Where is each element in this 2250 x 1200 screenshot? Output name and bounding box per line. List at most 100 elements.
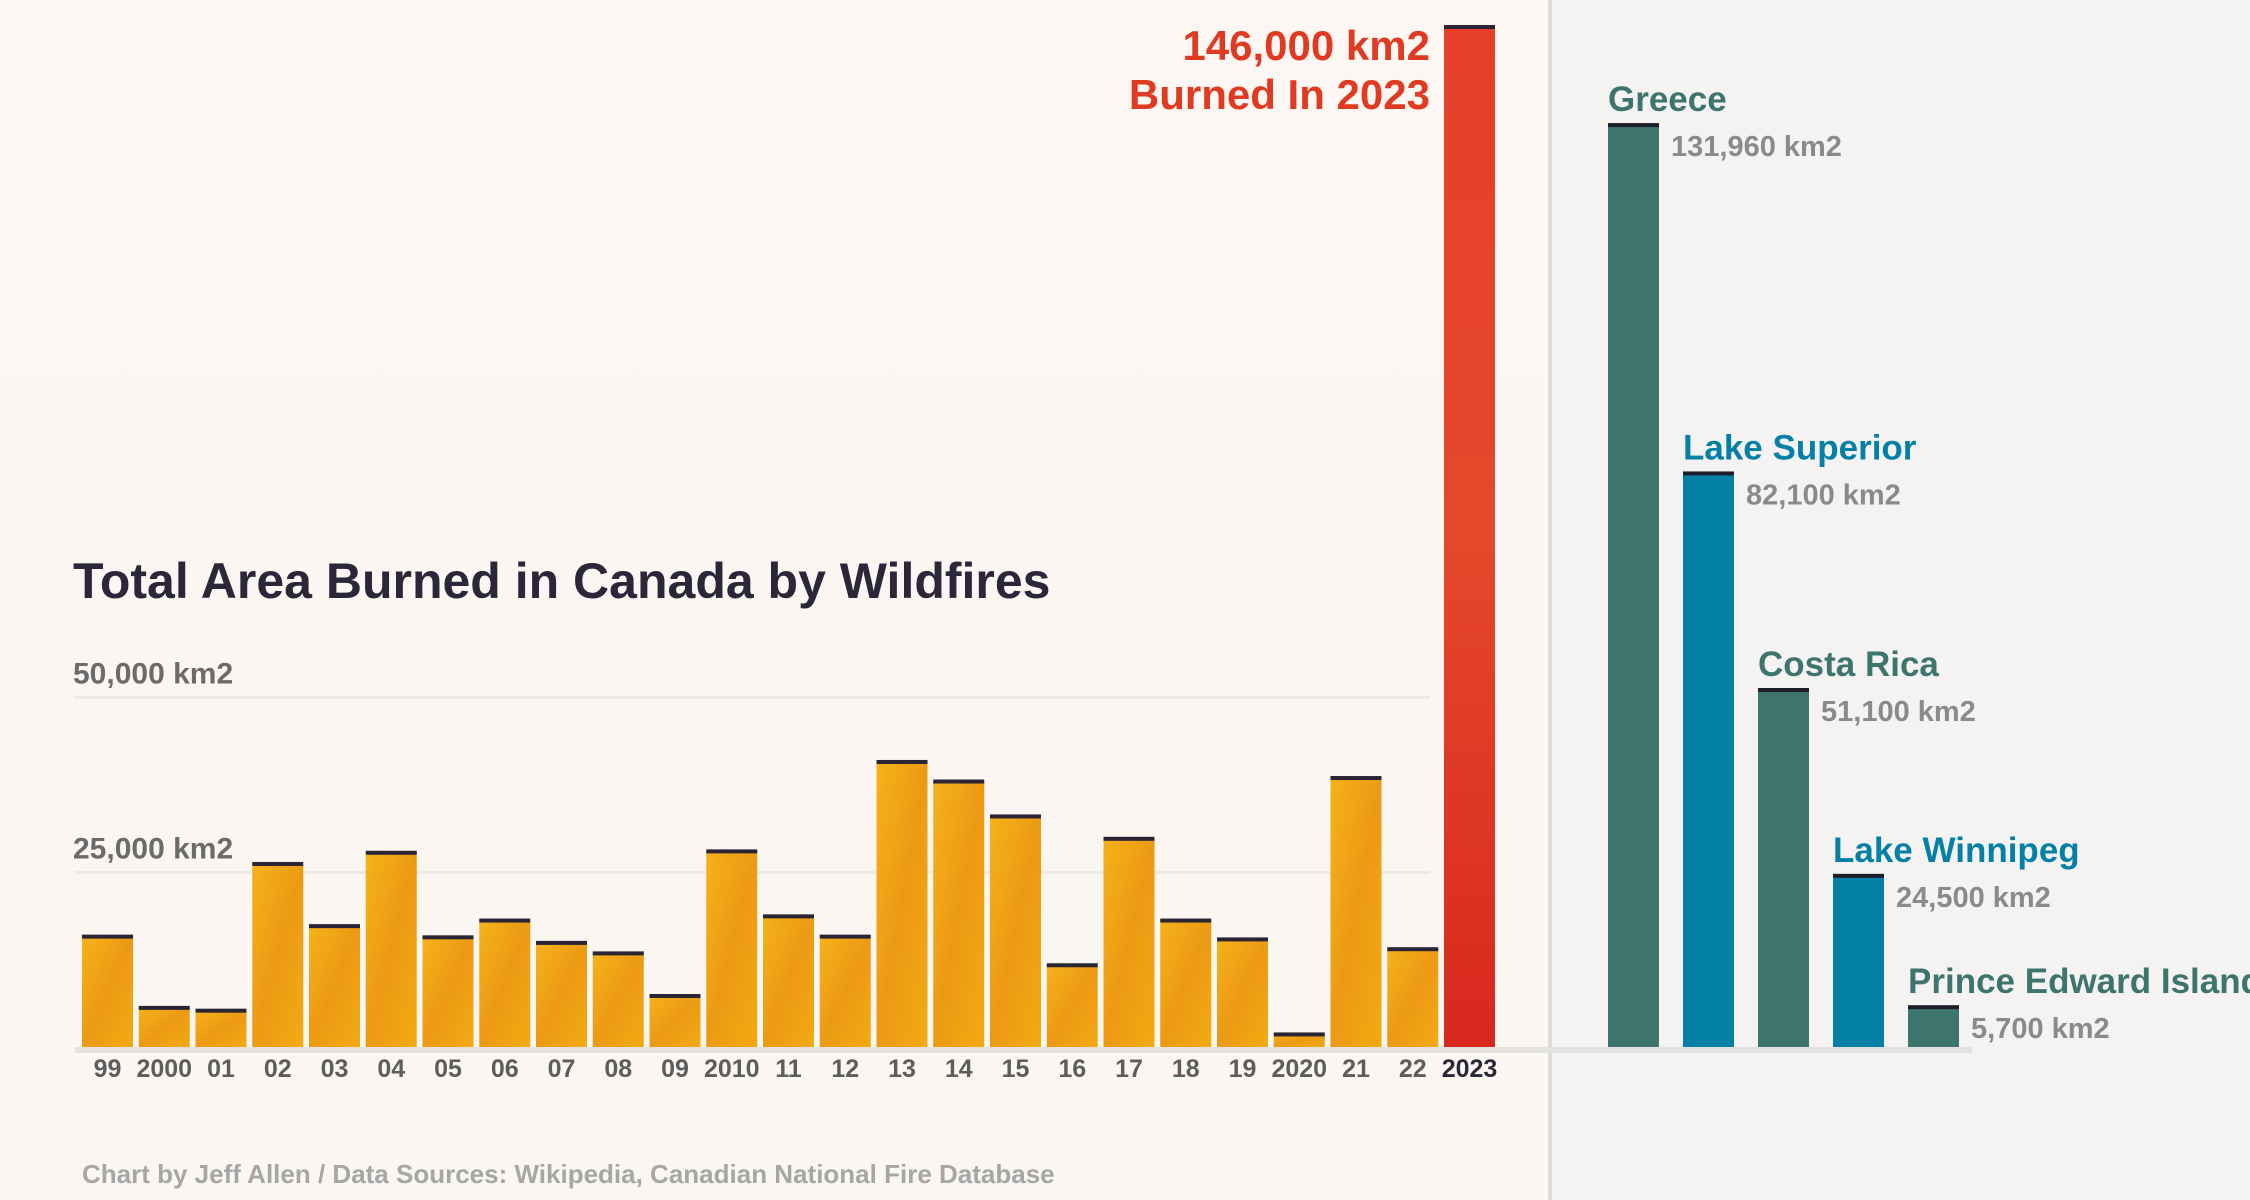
x-tick-label: 21 <box>1342 1055 1370 1083</box>
comparison-name: Prince Edward Island <box>1908 962 2250 1001</box>
bar-02 <box>252 863 304 1047</box>
bar-21 <box>1330 778 1382 1047</box>
x-tick-label: 2023 <box>1442 1055 1498 1083</box>
x-tick-label: 22 <box>1399 1055 1427 1083</box>
chart-credit: Chart by Jeff Allen / Data Sources: Wiki… <box>82 1159 1055 1189</box>
bar-16 <box>1046 965 1098 1047</box>
comparison-bar <box>1608 125 1659 1048</box>
bar-cap <box>990 814 1041 819</box>
comparison-value: 5,700 km2 <box>1971 1013 2110 1045</box>
bar-cap <box>592 951 644 956</box>
bar-cap <box>1758 688 1809 692</box>
highlight-caption: Burned In 2023 <box>1129 71 1430 118</box>
bar-06 <box>479 920 531 1047</box>
x-tick-label: 13 <box>888 1055 916 1083</box>
bar-22 <box>1387 949 1439 1047</box>
bar-12 <box>819 936 871 1047</box>
x-tick-label: 14 <box>945 1055 973 1083</box>
comparison-name: Greece <box>1608 80 1727 119</box>
x-tick-label: 09 <box>661 1055 689 1083</box>
x-tick-label: 16 <box>1058 1055 1086 1083</box>
bar-cap <box>876 759 928 764</box>
bar-13 <box>876 761 928 1047</box>
bar-cap <box>138 1005 190 1010</box>
comparison-bar <box>1833 875 1884 1047</box>
bar-cap <box>82 934 133 939</box>
bar-cap <box>1908 1005 1959 1010</box>
annual-bars <box>82 25 1495 1047</box>
x-tick-label: 02 <box>264 1055 292 1083</box>
comparison-name: Costa Rica <box>1758 645 1939 684</box>
bar-cap <box>536 940 587 945</box>
bar-cap <box>819 934 871 939</box>
bar-cap <box>1608 123 1659 128</box>
bar-2020 <box>1273 1034 1325 1047</box>
bar-cap <box>1833 873 1884 878</box>
comparison-bars <box>1608 123 1959 1048</box>
comparison-value: 82,100 km2 <box>1746 479 1901 511</box>
x-tick-label: 2010 <box>704 1055 760 1083</box>
x-tick-label: 03 <box>321 1055 349 1083</box>
x-tick-label: 15 <box>1002 1055 1030 1083</box>
bar-cap <box>1330 776 1382 781</box>
background-right <box>1550 0 2250 1200</box>
year-labels: 99 2000 01 02 03 04 05 06 07 08 09 2010 11 12 13 14 15 16… <box>94 1055 1498 1083</box>
y-tick-label: 50,000 km2 <box>73 658 233 691</box>
y-tick-label: 25,000 km2 <box>73 832 233 865</box>
bar-cap <box>1444 25 1495 29</box>
bar-14 <box>933 781 985 1047</box>
bar-2000 <box>138 1007 190 1047</box>
comparison-value: 131,960 km2 <box>1671 131 1842 163</box>
comparison-bar <box>1908 1007 1959 1047</box>
bar-17 <box>1103 838 1155 1047</box>
x-tick-label: 05 <box>434 1055 462 1083</box>
bar-cap <box>1046 963 1098 968</box>
bar-11 <box>763 916 814 1047</box>
bar-cap <box>309 924 360 929</box>
bar-cap <box>252 861 304 866</box>
x-tick-label: 01 <box>207 1055 235 1083</box>
bar-cap <box>1387 947 1439 952</box>
x-tick-label: 07 <box>548 1055 576 1083</box>
comparison-value: 51,100 km2 <box>1821 696 1976 728</box>
x-tick-label: 12 <box>831 1055 859 1083</box>
chart-title: Total Area Burned in Canada by Wildfires <box>73 553 1051 609</box>
x-tick-label: 04 <box>377 1055 405 1083</box>
bar-cap <box>933 779 985 784</box>
x-tick-label: 06 <box>491 1055 519 1083</box>
bar-07 <box>536 942 587 1047</box>
bar-cap <box>1160 918 1212 923</box>
highlight-value: 146,000 km2 <box>1182 22 1430 69</box>
x-tick-label: 18 <box>1172 1055 1200 1083</box>
comparison-bar <box>1758 690 1809 1047</box>
bar-cap <box>422 935 474 940</box>
comparison-value: 24,500 km2 <box>1896 882 2051 914</box>
bar-2010 <box>706 851 758 1047</box>
comparison-name: Lake Superior <box>1683 428 1917 467</box>
x-tick-label: 2020 <box>1271 1055 1327 1083</box>
bar-09 <box>649 996 701 1047</box>
bar-cap <box>1683 471 1734 476</box>
bar-cap <box>365 850 417 855</box>
bar-99 <box>82 936 133 1047</box>
x-tick-label: 99 <box>94 1055 122 1083</box>
bar-2023 <box>1444 27 1495 1047</box>
bar-08 <box>592 953 644 1047</box>
bar-01 <box>195 1010 247 1047</box>
comparison-bar <box>1683 473 1734 1047</box>
bar-04 <box>365 852 417 1047</box>
comparison-name: Lake Winnipeg <box>1833 831 2080 870</box>
bar-18 <box>1160 920 1212 1047</box>
bar-cap <box>195 1008 247 1013</box>
bar-03 <box>309 926 360 1047</box>
x-tick-label: 08 <box>604 1055 632 1083</box>
bar-cap <box>479 918 531 923</box>
bar-05 <box>422 937 474 1047</box>
bar-cap <box>706 849 758 854</box>
x-tick-label: 19 <box>1229 1055 1257 1083</box>
bar-cap <box>1273 1032 1325 1037</box>
bar-cap <box>763 914 814 919</box>
